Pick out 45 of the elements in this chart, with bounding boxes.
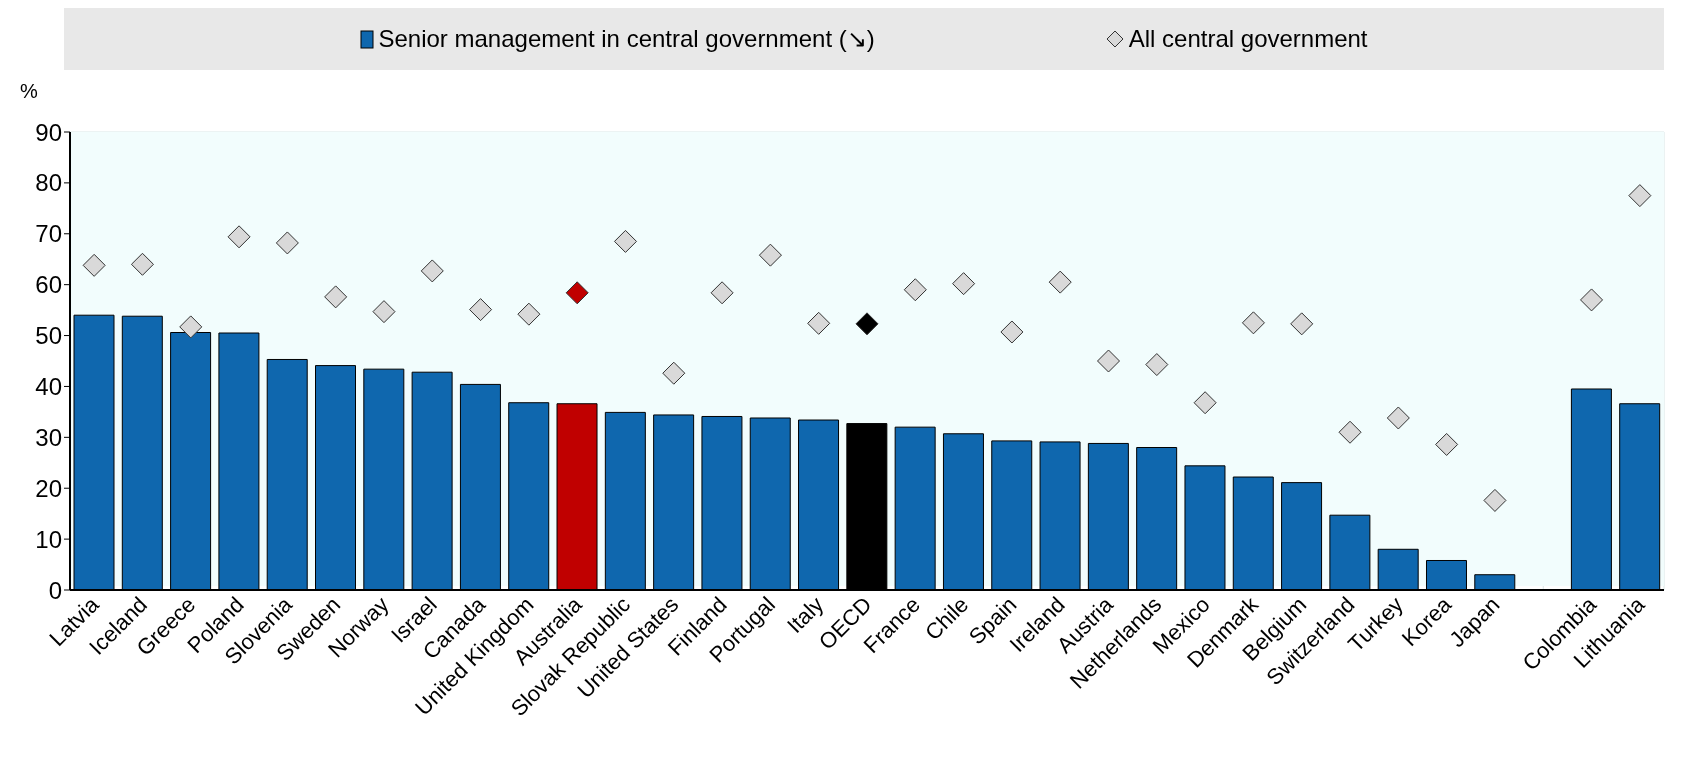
legend-label: All central government	[1128, 25, 1368, 53]
point	[469, 298, 493, 322]
y-axis-title: %	[20, 80, 39, 104]
y-tick-label: 80	[35, 169, 62, 197]
legend-label: Senior management in central government (↘)	[378, 25, 875, 53]
point	[758, 243, 782, 267]
point	[1241, 311, 1265, 335]
point	[952, 272, 976, 296]
point	[275, 231, 299, 255]
point	[1097, 349, 1121, 373]
point	[613, 229, 637, 253]
point	[1000, 320, 1024, 344]
point	[565, 281, 589, 305]
point	[1580, 288, 1604, 312]
y-tick-label: 10	[35, 525, 62, 553]
y-tick-label: 90	[35, 118, 62, 146]
y-tick-label: 60	[35, 271, 62, 299]
point	[710, 281, 734, 305]
point	[420, 259, 444, 283]
point	[1290, 312, 1314, 336]
point	[1193, 391, 1217, 415]
point	[1435, 432, 1459, 456]
y-tick-label: 30	[35, 423, 62, 451]
y-tick-label: 20	[35, 474, 62, 502]
point	[855, 312, 879, 336]
point	[1386, 406, 1410, 430]
point	[1483, 488, 1507, 512]
point	[227, 225, 251, 249]
point	[807, 311, 831, 335]
point	[1145, 353, 1169, 377]
point	[1628, 184, 1652, 208]
point	[372, 300, 396, 324]
y-tick-label: 50	[35, 322, 62, 350]
point	[130, 252, 154, 276]
y-tick-label: 40	[35, 372, 62, 400]
point	[662, 361, 686, 385]
point	[903, 278, 927, 302]
y-tick-label: 0	[48, 576, 62, 604]
point	[179, 315, 203, 339]
point	[1338, 420, 1362, 444]
point	[1048, 270, 1072, 294]
y-tick-label: 70	[35, 220, 62, 248]
point	[82, 253, 106, 277]
point	[324, 285, 348, 309]
point	[517, 302, 541, 326]
